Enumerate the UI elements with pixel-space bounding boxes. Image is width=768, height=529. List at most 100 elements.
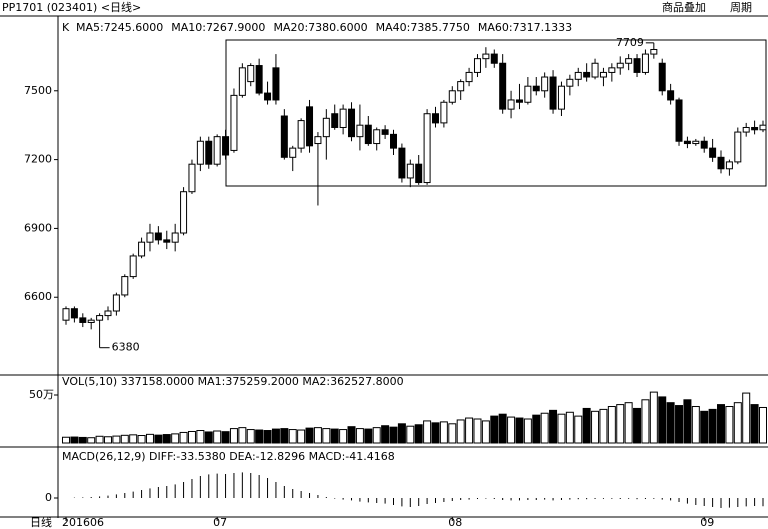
- y-tick-label: 7200: [24, 153, 52, 166]
- period-button[interactable]: 周期: [730, 1, 752, 14]
- volume-bar: [154, 434, 163, 444]
- volume-bar: [364, 428, 373, 444]
- candle-body: [163, 239, 171, 243]
- volume-bar: [305, 427, 314, 444]
- volume-bar: [708, 408, 717, 444]
- volume-bar: [355, 428, 364, 444]
- volume-bar: [288, 429, 297, 444]
- volume-bar: [683, 399, 692, 444]
- volume-bar: [490, 415, 499, 444]
- volume-bar: [389, 426, 398, 444]
- volume-bar: [112, 435, 121, 444]
- candle-body: [641, 53, 649, 73]
- candle-body: [423, 113, 431, 184]
- volume-bar: [431, 422, 440, 444]
- candle-body: [440, 101, 448, 124]
- volume-bar: [204, 431, 213, 444]
- volume-bar: [129, 434, 138, 444]
- candle-body: [79, 317, 87, 323]
- candle-body: [700, 140, 708, 149]
- overlay-button[interactable]: 商品叠加: [662, 0, 706, 14]
- x-tick-label: 09: [700, 516, 714, 529]
- candle-body: [557, 85, 565, 110]
- candle-body: [549, 76, 557, 110]
- candle-body: [104, 310, 112, 317]
- volume-bar: [649, 391, 658, 444]
- candle-body: [431, 113, 439, 124]
- candle-body: [692, 140, 700, 145]
- candle-body: [566, 78, 574, 87]
- volume-bar: [137, 435, 146, 444]
- volume-bar: [700, 410, 709, 444]
- volume-bar: [591, 410, 600, 444]
- volume-bar: [263, 430, 272, 444]
- volume-bar: [641, 399, 650, 444]
- candle-body: [717, 156, 725, 170]
- candle-body: [751, 126, 759, 131]
- candle-body: [180, 191, 188, 234]
- period-label: 日线: [30, 515, 52, 529]
- candle-body: [381, 129, 389, 135]
- volume-bar: [95, 435, 104, 444]
- candle-body: [196, 140, 204, 165]
- candle-body: [658, 62, 666, 92]
- volume-bar: [675, 405, 684, 444]
- volume-bar: [473, 418, 482, 444]
- volume-bar: [549, 409, 558, 444]
- volume-bar: [439, 421, 448, 444]
- volume-bar: [103, 436, 112, 444]
- volume-bar: [540, 412, 549, 444]
- volume-bar: [414, 424, 423, 444]
- candle-body: [171, 232, 179, 243]
- candle-body: [306, 106, 314, 147]
- candle-body: [364, 124, 372, 145]
- candle-body: [62, 308, 70, 321]
- drawn-box: [225, 39, 767, 187]
- candle-body: [734, 131, 742, 163]
- candle-body: [314, 136, 322, 145]
- candle-body: [415, 163, 423, 184]
- candle-body: [742, 126, 750, 133]
- candle-body: [524, 85, 532, 103]
- x-tick-label: 201606: [62, 516, 104, 529]
- candle-body: [280, 115, 288, 158]
- volume-bar: [658, 396, 667, 444]
- volume-bar: [229, 428, 238, 444]
- y-tick-label: 6600: [24, 290, 52, 303]
- candle-body: [264, 92, 272, 101]
- volume-bar: [666, 402, 675, 444]
- macd-legend: MACD(26,12,9) DIFF:-33.5380 DEA:-12.8296…: [62, 450, 395, 463]
- volume-bar: [255, 429, 264, 444]
- volume-bar: [347, 426, 356, 444]
- y-tick-label: 7500: [24, 84, 52, 97]
- volume-bar: [196, 430, 205, 444]
- ma-legend: MA20:7380.6000: [273, 21, 367, 34]
- volume-bar: [599, 408, 608, 444]
- volume-bar: [280, 428, 289, 444]
- volume-bar: [633, 407, 642, 444]
- candle-body: [507, 99, 515, 110]
- volume-bar: [515, 417, 524, 444]
- candle-body: [633, 58, 641, 73]
- candle-body: [608, 67, 616, 73]
- volume-bar: [498, 413, 507, 444]
- candle-body: [348, 108, 356, 138]
- candle-body: [188, 163, 196, 193]
- volume-bar: [456, 419, 465, 444]
- volume-bar: [221, 431, 230, 444]
- candle-body: [625, 58, 633, 64]
- volume-bar: [565, 411, 574, 444]
- candle-body: [322, 117, 330, 138]
- candle-body: [70, 308, 78, 319]
- volume-bar: [246, 429, 255, 444]
- candle-body: [675, 99, 683, 142]
- volume-bar: [87, 437, 96, 444]
- volume-bar: [616, 404, 625, 444]
- candle-body: [591, 62, 599, 78]
- ma-legend: MA10:7267.9000: [171, 21, 265, 34]
- volume-bar: [574, 415, 583, 444]
- candle-body: [373, 129, 381, 145]
- candle-body: [532, 85, 540, 92]
- low-annotation: 6380: [112, 341, 140, 354]
- candle-body: [515, 99, 523, 103]
